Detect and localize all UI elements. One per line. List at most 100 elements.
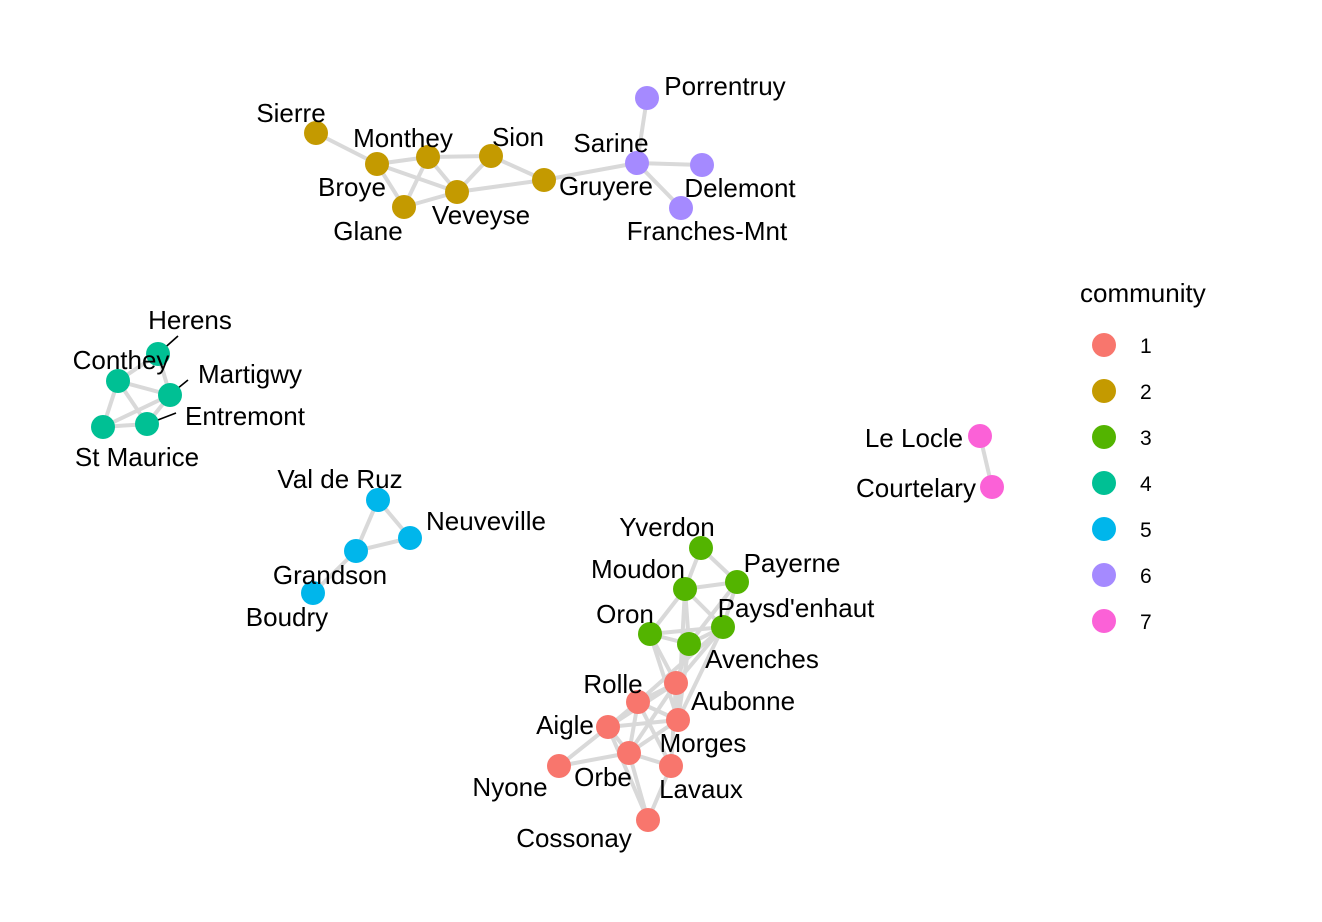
node-porrentruy	[635, 86, 659, 110]
node-courtelary	[980, 475, 1004, 499]
node-martigwy	[158, 383, 182, 407]
node-oron	[638, 622, 662, 646]
node-label-lavaux: Lavaux	[659, 774, 743, 804]
node-franches-mnt	[669, 196, 693, 220]
edge-martigwy-st-maurice	[101, 393, 172, 429]
node-nyone	[547, 754, 571, 778]
node-label-aubonne: Aubonne	[691, 686, 795, 716]
node-broye	[365, 152, 389, 176]
legend-key-1	[1092, 333, 1116, 357]
node-label-sierre: Sierre	[256, 98, 325, 128]
node-label-cossonay: Cossonay	[516, 823, 632, 853]
node-entremont	[135, 412, 159, 436]
node-label-delemont: Delemont	[684, 173, 796, 203]
node-label-courtelary: Courtelary	[856, 473, 976, 503]
node-label-grandson: Grandson	[273, 560, 387, 590]
node-label-morges: Morges	[660, 728, 747, 758]
legend-title: community	[1080, 278, 1206, 308]
node-sarine	[625, 151, 649, 175]
node-veveyse	[445, 180, 469, 204]
node-label-oron: Oron	[596, 599, 654, 629]
node-label-conthey: Conthey	[73, 345, 170, 375]
node-label-veveyse: Veveyse	[432, 200, 530, 230]
legend-items: 1 2 3 4 5 6 7	[1092, 333, 1152, 634]
node-gruyere	[532, 168, 556, 192]
node-label-payerne: Payerne	[744, 548, 841, 578]
edge-rolle-orbe	[627, 681, 678, 755]
node-conthey	[106, 369, 130, 393]
node-payerne	[725, 570, 749, 594]
node-label-le-locle: Le Locle	[865, 423, 963, 453]
node-label-entremont: Entremont	[185, 401, 306, 431]
node-boudry	[301, 581, 325, 605]
node-orbe	[617, 741, 641, 765]
legend-key-3	[1092, 425, 1116, 449]
node-label-nyone: Nyone	[472, 772, 547, 802]
edge-aigle-cossonay	[606, 725, 650, 822]
edge-oron-paysd-enhaut	[648, 625, 725, 636]
node-label-paysd-enhaut: Paysd'enhaut	[718, 593, 876, 623]
node-delemont	[690, 153, 714, 177]
nodes-layer	[91, 86, 1004, 832]
node-yverdon	[689, 536, 713, 560]
node-label-monthey: Monthey	[353, 123, 453, 153]
node-aigle	[596, 715, 620, 739]
node-label-aigle: Aigle	[536, 710, 594, 740]
legend-label-6: 6	[1140, 565, 1152, 588]
node-glane	[392, 195, 416, 219]
node-rolle	[664, 671, 688, 695]
legend-label-7: 7	[1140, 611, 1152, 634]
legend-key-5	[1092, 517, 1116, 541]
legend-key-6	[1092, 563, 1116, 587]
edge-veveyse-gruyere	[455, 178, 546, 194]
node-paysd-enhaut	[711, 615, 735, 639]
legend: community 1 2 3 4 5 6 7	[1080, 278, 1206, 634]
node-label-avenches: Avenches	[705, 644, 819, 674]
edge-moudon-aubonne	[676, 587, 687, 722]
node-label-broye: Broye	[318, 172, 386, 202]
node-neuveville	[398, 526, 422, 550]
legend-key-7	[1092, 609, 1116, 633]
node-moudon	[673, 577, 697, 601]
node-label-sion: Sion	[492, 122, 544, 152]
node-label-st-maurice: St Maurice	[75, 442, 199, 472]
node-sion	[479, 144, 503, 168]
node-label-yverdon: Yverdon	[619, 512, 714, 542]
legend-key-4	[1092, 471, 1116, 495]
node-label-porrentruy: Porrentruy	[664, 71, 785, 101]
node-label-boudry: Boudry	[246, 602, 328, 632]
node-label-herens: Herens	[148, 305, 232, 335]
legend-label-2: 2	[1140, 381, 1152, 404]
node-lavaux	[659, 754, 683, 778]
node-label-orbe: Orbe	[574, 762, 632, 792]
node-cossonay	[636, 808, 660, 832]
node-st-maurice	[91, 415, 115, 439]
node-avenches	[677, 632, 701, 656]
node-monthey	[416, 145, 440, 169]
node-le-locle	[968, 424, 992, 448]
node-label-gruyere: Gruyere	[559, 171, 653, 201]
legend-label-1: 1	[1140, 335, 1152, 358]
legend-label-4: 4	[1140, 473, 1152, 496]
legend-label-3: 3	[1140, 427, 1152, 450]
node-label-moudon: Moudon	[591, 554, 685, 584]
node-label-neuveville: Neuveville	[426, 506, 546, 536]
edge-gruyere-sarine	[542, 161, 639, 182]
node-aubonne	[666, 708, 690, 732]
node-label-franches-mnt: Franches-Mnt	[627, 216, 788, 246]
node-grandson	[344, 539, 368, 563]
node-morges	[626, 690, 650, 714]
edge-payerne-avenches	[687, 580, 739, 646]
node-label-sarine: Sarine	[573, 128, 648, 158]
node-sierre	[304, 121, 328, 145]
node-label-rolle: Rolle	[583, 669, 642, 699]
legend-key-2	[1092, 379, 1116, 403]
edge-paysd-enhaut-aubonne	[676, 625, 725, 722]
node-val-de-ruz	[366, 488, 390, 512]
node-herens	[146, 342, 170, 366]
node-label-val-de-ruz: Val de Ruz	[277, 464, 402, 494]
edge-morges-lavaux	[636, 700, 673, 768]
legend-label-5: 5	[1140, 519, 1152, 542]
node-label-martigwy: Martigwy	[198, 359, 302, 389]
